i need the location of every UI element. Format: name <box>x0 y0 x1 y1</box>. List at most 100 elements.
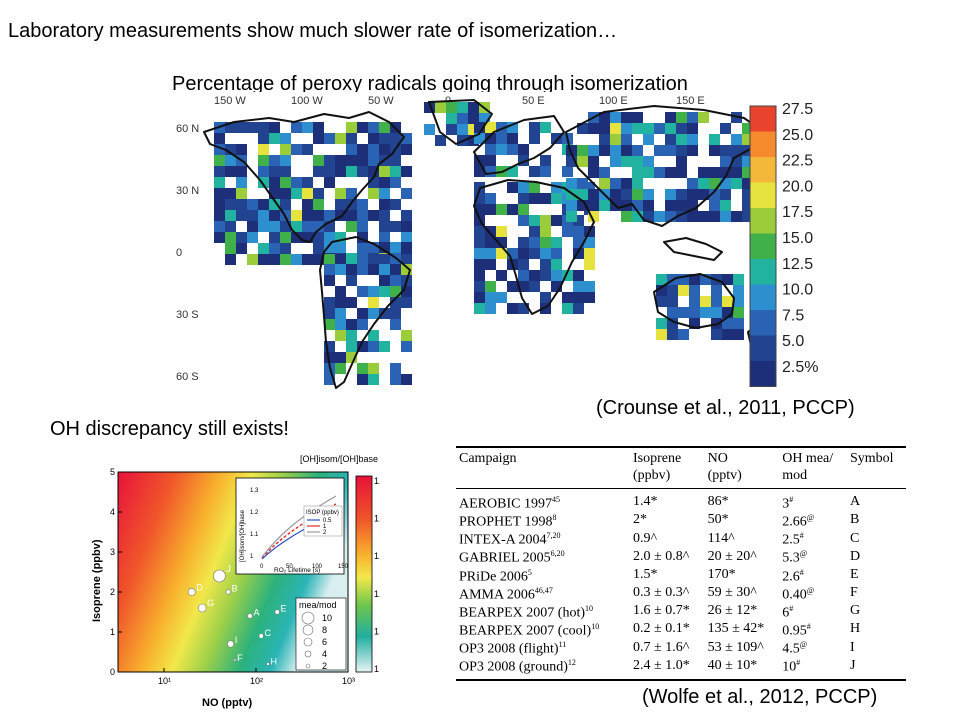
map-cell <box>678 307 689 318</box>
map-cell <box>379 188 390 199</box>
map-cell <box>390 286 401 297</box>
map-cell <box>313 199 324 210</box>
map-cell <box>324 232 335 243</box>
cell-oh: 2.5# <box>782 531 804 548</box>
campaign-points: A B C D E F G H I J <box>187 564 287 667</box>
map-cell <box>313 122 324 133</box>
map-cell <box>379 210 390 221</box>
cell-symbol: F <box>849 585 858 601</box>
inset-x-tick: 0 <box>260 564 264 570</box>
map-cell <box>709 145 720 156</box>
map-cell <box>643 189 654 200</box>
colorbar-swatch <box>750 284 776 310</box>
cell-no: 26 ± 12* <box>707 603 758 619</box>
colorbar-swatch <box>750 233 776 259</box>
colorbar-label: 10.0 <box>782 282 813 299</box>
cell-no: 86* <box>707 494 729 510</box>
map-cell <box>496 292 507 303</box>
map-cell <box>214 232 225 243</box>
table-row: GABRIEL 20056,20 2.0 ± 0.8^ 20 ± 20^ 5.3@ D <box>456 547 906 565</box>
map-cell <box>401 242 412 253</box>
map-cell <box>214 199 225 210</box>
map-cell <box>551 248 562 259</box>
map-cell <box>390 297 401 308</box>
cell-isoprene: 2.4 ± 1.0* <box>630 656 705 681</box>
map-cell <box>654 145 665 156</box>
map-cell <box>313 155 324 166</box>
map-cell <box>346 341 357 352</box>
map-cell <box>302 122 313 133</box>
map-cell <box>324 155 335 166</box>
campaign-point <box>266 662 270 666</box>
map-cell <box>225 166 236 177</box>
map-cell <box>368 253 379 264</box>
map-cell <box>214 166 225 177</box>
cell-no: 50* <box>707 512 729 528</box>
inset-legend-items: 0.512 <box>307 518 332 536</box>
map-cell <box>722 318 733 329</box>
map-cell <box>269 232 280 243</box>
map-cell <box>379 221 390 232</box>
map-cell <box>720 145 731 156</box>
map-cell <box>720 178 731 189</box>
map-cell <box>346 166 357 177</box>
map-cell <box>584 292 595 303</box>
map-cell <box>357 341 368 352</box>
y-tick-label: 2 <box>110 587 115 597</box>
map-cell <box>357 254 368 265</box>
map-cell <box>368 177 379 188</box>
map-cell <box>540 270 551 281</box>
map-cell <box>742 178 753 189</box>
map-cell <box>313 254 324 265</box>
map-cell <box>518 237 529 248</box>
map-cell <box>346 144 357 155</box>
map-cell <box>324 133 335 144</box>
campaign-point <box>225 589 231 595</box>
map-cell <box>665 145 676 156</box>
map-cell <box>687 200 698 211</box>
map-cell <box>665 189 676 200</box>
map-cell <box>496 237 507 248</box>
lon-label: 50 E <box>522 95 545 107</box>
campaign-point <box>227 640 235 648</box>
map-cell <box>632 211 643 222</box>
size-legend-box <box>295 597 347 671</box>
north-america-coast <box>203 111 405 243</box>
cell-oh: 2.66@ <box>782 513 815 530</box>
map-cell <box>346 297 357 308</box>
map-cell <box>258 166 269 177</box>
map-cell <box>518 155 529 166</box>
map-cell <box>236 199 247 210</box>
map-cell <box>656 329 667 340</box>
africa-coast <box>473 179 595 315</box>
map-cell <box>689 274 700 285</box>
map-cell <box>540 193 551 204</box>
map-cell <box>324 221 335 232</box>
cell-symbol: A <box>849 494 861 510</box>
cell-symbol: H <box>849 621 861 637</box>
map-cell <box>656 296 667 307</box>
cell-campaign: GABRIEL 20056,20 <box>459 549 565 567</box>
map-cell <box>599 200 610 211</box>
map-cell <box>720 123 731 134</box>
lon-label: 50 W <box>368 95 394 107</box>
map-cell <box>711 296 722 307</box>
map-cell <box>258 177 269 188</box>
size-legend-marker <box>302 624 314 636</box>
map-cell <box>678 274 689 285</box>
map-cell <box>313 221 324 232</box>
map-cell <box>551 259 562 270</box>
size-legend: mea/mod 10 8 6 4 2 <box>295 597 347 671</box>
map-cell <box>390 308 401 319</box>
map-cell <box>280 133 291 144</box>
map-cell <box>324 275 335 286</box>
map-cell <box>742 200 753 211</box>
campaign-point-label: D <box>196 582 203 592</box>
colorbar-label: 5.0 <box>782 333 804 350</box>
colorbar-swatch <box>750 335 776 361</box>
map-cell <box>665 167 676 178</box>
map-cell <box>269 210 280 221</box>
map-data-cells <box>214 102 775 385</box>
map-cell <box>214 177 225 188</box>
map-cell <box>709 178 720 189</box>
